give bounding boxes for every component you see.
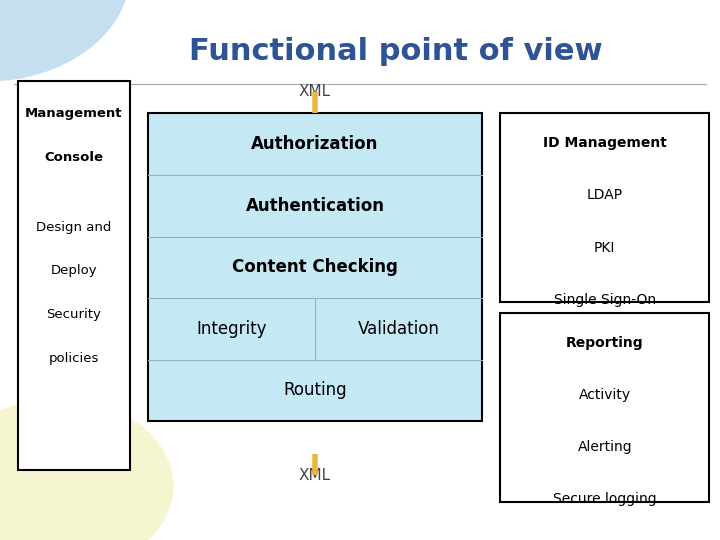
Text: Reporting: Reporting (566, 336, 644, 350)
Text: PKI: PKI (594, 240, 616, 254)
Text: Routing: Routing (283, 381, 347, 400)
Text: Design and: Design and (36, 221, 112, 234)
Text: Authentication: Authentication (246, 197, 384, 215)
Text: Secure logging: Secure logging (553, 492, 657, 507)
FancyBboxPatch shape (148, 113, 482, 421)
Text: Functional point of view: Functional point of view (189, 37, 603, 66)
Text: Console: Console (45, 151, 103, 164)
Text: Alerting: Alerting (577, 440, 632, 454)
Text: Management: Management (25, 107, 122, 120)
Text: Validation: Validation (358, 320, 440, 338)
Text: policies: policies (49, 352, 99, 365)
FancyBboxPatch shape (18, 81, 130, 470)
Text: ID Management: ID Management (543, 136, 667, 150)
Text: Authorization: Authorization (251, 135, 379, 153)
Text: XML: XML (299, 468, 331, 483)
Text: XML: XML (299, 84, 331, 99)
Circle shape (0, 400, 173, 540)
Text: LDAP: LDAP (587, 188, 623, 202)
FancyBboxPatch shape (500, 113, 709, 302)
Text: Integrity: Integrity (196, 320, 266, 338)
Text: Security: Security (46, 308, 102, 321)
Text: Deploy: Deploy (50, 265, 97, 278)
FancyBboxPatch shape (500, 313, 709, 502)
Circle shape (0, 0, 130, 81)
Text: Content Checking: Content Checking (232, 258, 398, 276)
Text: Activity: Activity (579, 388, 631, 402)
Text: Single Sign-On: Single Sign-On (554, 293, 656, 307)
